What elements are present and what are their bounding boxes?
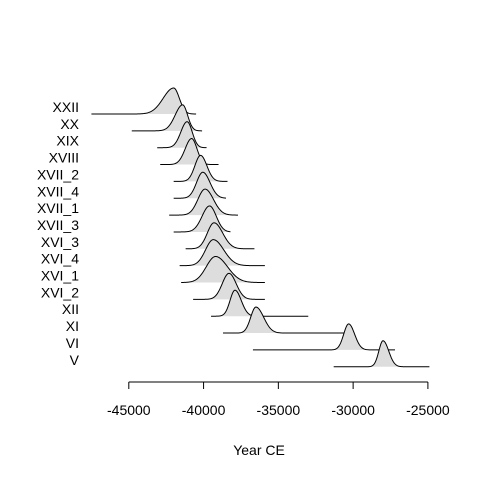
y-label-xvi-3: XVI_3 <box>41 234 79 250</box>
ridge-line-xvi-1 <box>181 255 265 283</box>
ridge-fill-xi <box>223 307 351 334</box>
x-tick-label: -45000 <box>107 402 151 418</box>
x-tick-label: -40000 <box>182 402 226 418</box>
ridge-line-xvi-3 <box>185 222 255 250</box>
y-label-xvii-1: XVII_1 <box>37 200 79 216</box>
ridge-fill-xvi-4 <box>179 239 265 266</box>
ridge-line-xx <box>131 104 203 132</box>
ridge-line-xvii-4 <box>173 171 227 199</box>
y-label-xvi-4: XVI_4 <box>41 251 79 267</box>
y-label-xvii-3: XVII_3 <box>37 217 79 233</box>
y-label-xxii: XXII <box>53 99 79 115</box>
x-axis-title: Year CE <box>233 442 285 458</box>
ridge-line-xxii <box>91 87 197 115</box>
x-tick-label: -35000 <box>257 402 301 418</box>
y-label-xvi-2: XVI_2 <box>41 284 79 300</box>
ridge-line-xi <box>223 306 351 334</box>
ridge-line-vi <box>252 323 395 351</box>
y-label-xvi-1: XVI_1 <box>41 268 79 284</box>
ridge-fill-xvi-2 <box>193 273 265 300</box>
y-label-xi: XI <box>66 318 79 334</box>
y-label-xii: XII <box>62 301 79 317</box>
ridge-line-xvii-3 <box>173 205 231 233</box>
ridge-line-xix <box>157 121 207 149</box>
ridge-fill-xvii-2 <box>173 155 228 182</box>
ridge-fill-xii <box>211 290 309 317</box>
ridge-line-v <box>333 340 430 368</box>
ridge-line-xvi-2 <box>193 272 265 300</box>
ridge-fill-xvii-4 <box>173 172 227 199</box>
y-label-vi: VI <box>66 335 79 351</box>
y-label-xvii-2: XVII_2 <box>37 166 79 182</box>
ridges-group <box>91 87 430 368</box>
x-axis: -45000 -40000 -35000 -30000 -25000 <box>107 381 450 418</box>
y-label-xix: XIX <box>56 133 79 149</box>
ridge-line-xvi-4 <box>179 239 265 267</box>
ridge-line-xvii-2 <box>173 154 228 182</box>
x-tick-label: -25000 <box>406 402 450 418</box>
ridge-line-xvii-1 <box>169 188 238 216</box>
y-label-xvii-4: XVII_4 <box>37 183 79 199</box>
ridge-line-xviii <box>160 138 219 166</box>
y-label-v: V <box>70 352 80 368</box>
ridge-fill-v <box>333 340 430 367</box>
ridge-fill-xvii-1 <box>169 189 238 216</box>
ridge-fill-xxii <box>91 88 197 114</box>
ridge-fill-vi <box>252 323 395 350</box>
y-label-xviii: XVIII <box>49 150 79 166</box>
ridge-fill-xviii <box>160 138 219 165</box>
y-labels-group: XXIIXXXIXXVIIIXVII_2XVII_4XVII_1XVII_3XV… <box>37 99 80 368</box>
ridge-fill-xvi-1 <box>181 256 265 283</box>
ridge-fill-xvi-3 <box>185 222 255 249</box>
y-label-xx: XX <box>60 116 79 132</box>
x-tick-label: -30000 <box>331 402 375 418</box>
